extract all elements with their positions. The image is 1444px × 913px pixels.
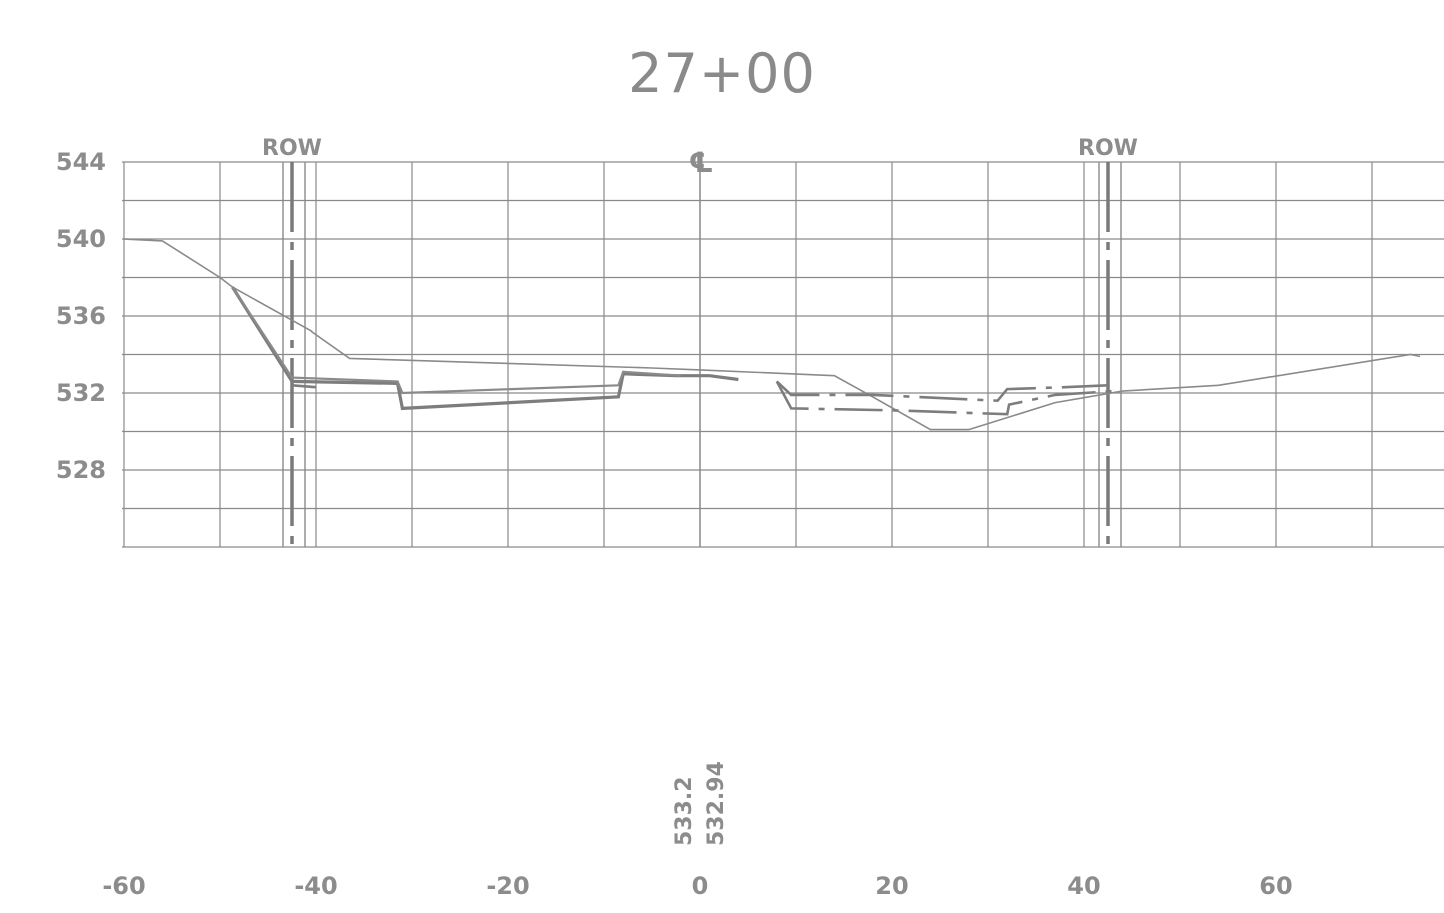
row-markers: ROW ℄ ROW — [262, 136, 1138, 547]
x-tick-label: -60 — [102, 872, 145, 900]
y-tick-label: 540 — [56, 225, 106, 253]
x-tick-label: 20 — [875, 872, 908, 900]
y-tick-label: 532 — [56, 379, 106, 407]
x-tick-label: 40 — [1067, 872, 1100, 900]
centerline-annotations: 533.2 532.94 — [672, 761, 729, 846]
y-tick-label: 544 — [56, 148, 106, 176]
profile-line-6 — [775, 380, 1109, 403]
axis-tick-labels: -60 -40 -20 0 20 40 60 544 540 536 532 528 — [56, 148, 1293, 900]
grid — [122, 161, 1444, 548]
x-tick-label: 60 — [1259, 872, 1292, 900]
profile-line-4 — [231, 286, 681, 395]
profile-line-2 — [310, 330, 1421, 431]
x-tick-label: -40 — [294, 872, 337, 900]
profile-line-3 — [231, 286, 739, 411]
centerline-elevation-label: 532.94 — [704, 761, 729, 846]
row-label: ROW — [1078, 136, 1138, 161]
row-label: ROW — [262, 136, 322, 161]
centerline-elevation-label: 533.2 — [672, 776, 697, 846]
profile-line-1 — [123, 238, 313, 333]
centerline-symbol: ℄ — [688, 146, 713, 179]
profile-line-5 — [291, 384, 317, 389]
profile-line-7 — [775, 380, 1113, 416]
y-tick-label: 536 — [56, 302, 106, 330]
x-tick-label: 0 — [692, 872, 709, 900]
profile-lines — [123, 238, 1421, 431]
x-tick-label: -20 — [486, 872, 529, 900]
y-tick-label: 528 — [56, 456, 106, 484]
station-title: 27+00 — [628, 42, 816, 105]
